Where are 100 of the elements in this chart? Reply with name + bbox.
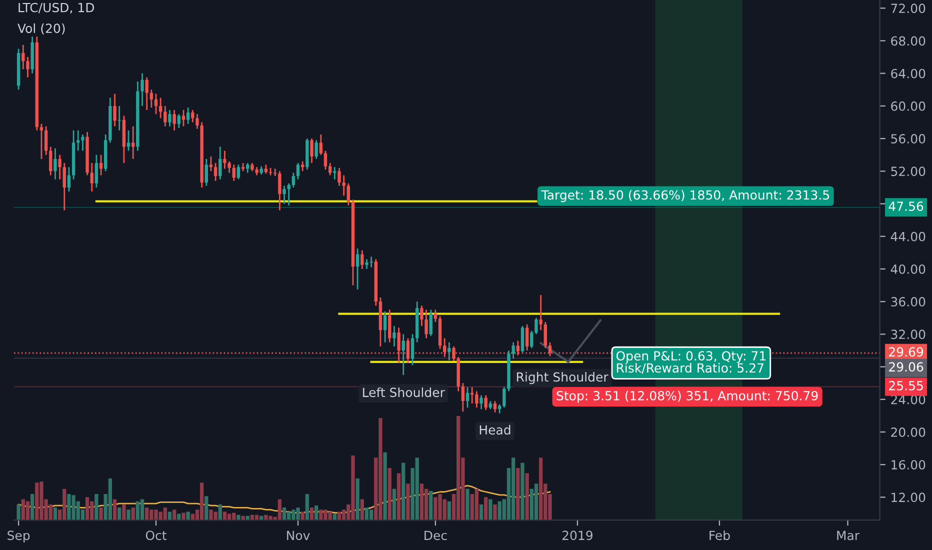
candlestick	[292, 172, 296, 188]
bar	[534, 484, 538, 520]
candlestick	[186, 106, 190, 125]
candlestick	[539, 294, 542, 331]
bar	[182, 512, 186, 520]
candlestick	[324, 150, 328, 170]
candlestick	[402, 333, 405, 376]
candlestick	[319, 134, 323, 156]
y-tick-label: 60.00	[891, 101, 926, 111]
bar	[402, 462, 406, 520]
candlestick	[333, 166, 336, 180]
bar	[383, 452, 387, 520]
bar	[388, 468, 392, 520]
candlestick	[145, 76, 148, 111]
bar	[131, 508, 135, 520]
ref-line-label: 29.06	[889, 362, 924, 372]
x-tick-label: Nov	[287, 530, 310, 540]
candlestick	[512, 342, 515, 360]
y-tick-label: 20.00	[891, 427, 926, 437]
bar	[168, 512, 172, 520]
bar	[186, 512, 190, 520]
bar	[94, 494, 98, 520]
candlestick	[113, 93, 116, 128]
candlestick	[466, 386, 470, 408]
candlestick	[90, 162, 94, 192]
candlestick	[383, 310, 387, 344]
y-tick-label: 68.00	[891, 36, 926, 46]
bar	[99, 508, 103, 520]
candlestick	[520, 325, 524, 353]
candlestick	[232, 164, 236, 182]
candlestick	[182, 109, 186, 128]
ref-line-label: 25.55	[889, 380, 923, 390]
candlestick	[328, 162, 332, 176]
candlestick	[424, 309, 428, 339]
annotation: Stop: 3.51 (12.08%) 351, Amount: 750.79	[556, 390, 818, 403]
candlestick	[338, 167, 341, 187]
candlestick	[342, 174, 346, 196]
candlestick	[191, 109, 194, 123]
candlestick	[209, 156, 213, 172]
candlestick	[365, 258, 368, 270]
candlestick	[236, 164, 240, 180]
candlestick	[388, 309, 392, 344]
candlestick	[99, 154, 103, 176]
bar	[493, 504, 497, 520]
candlestick	[461, 382, 465, 412]
y-tick-label: 44.00	[890, 232, 926, 242]
candlestick	[172, 109, 176, 132]
candlestick	[54, 148, 57, 180]
candlestick	[530, 330, 534, 349]
candlestick	[26, 56, 30, 78]
bar	[140, 499, 144, 520]
candlestick	[282, 185, 286, 204]
bar	[406, 484, 410, 520]
candlestick	[534, 317, 538, 335]
candlestick	[360, 250, 364, 270]
candlestick	[168, 109, 172, 128]
candlestick	[94, 154, 98, 188]
candlestick	[493, 400, 497, 414]
candlestick	[62, 162, 66, 211]
candlestick	[40, 123, 44, 160]
annotation: Left Shoulder	[363, 387, 445, 398]
y-tick-label: 12.00	[892, 492, 926, 502]
bar	[466, 488, 470, 520]
bar	[218, 504, 222, 520]
candlestick	[370, 256, 373, 268]
bar	[16, 504, 20, 520]
candlestick	[150, 88, 154, 108]
bar	[126, 510, 130, 520]
bar	[525, 473, 529, 520]
y-tick-label: 36.00	[891, 297, 926, 307]
candlestick	[429, 309, 432, 337]
bar	[474, 488, 479, 520]
bar	[53, 508, 58, 520]
bar	[118, 508, 122, 520]
bar	[484, 497, 488, 520]
bar	[172, 510, 176, 520]
bar	[429, 490, 433, 520]
y-tick-label: 40.00	[890, 264, 926, 274]
x-tick-label: Mar	[837, 530, 860, 540]
candlestick	[228, 160, 231, 174]
bar	[85, 497, 90, 520]
bar	[337, 512, 342, 520]
candlestick	[76, 130, 80, 152]
bar	[479, 504, 484, 520]
bar	[516, 468, 520, 520]
y-tick-label: 16.00	[892, 460, 926, 470]
bar	[30, 494, 34, 520]
candlestick	[356, 248, 360, 290]
bar	[204, 496, 208, 520]
candlestick	[154, 93, 158, 115]
candlestick	[196, 113, 199, 130]
candlestick	[49, 146, 52, 176]
candlestick	[81, 134, 84, 152]
candlestick	[296, 162, 300, 180]
candlestick	[420, 304, 424, 327]
candlestick	[223, 150, 226, 170]
candlestick	[22, 44, 25, 70]
bar	[360, 499, 364, 520]
y-tick-label: 56.00	[891, 134, 926, 144]
bar	[420, 484, 424, 520]
